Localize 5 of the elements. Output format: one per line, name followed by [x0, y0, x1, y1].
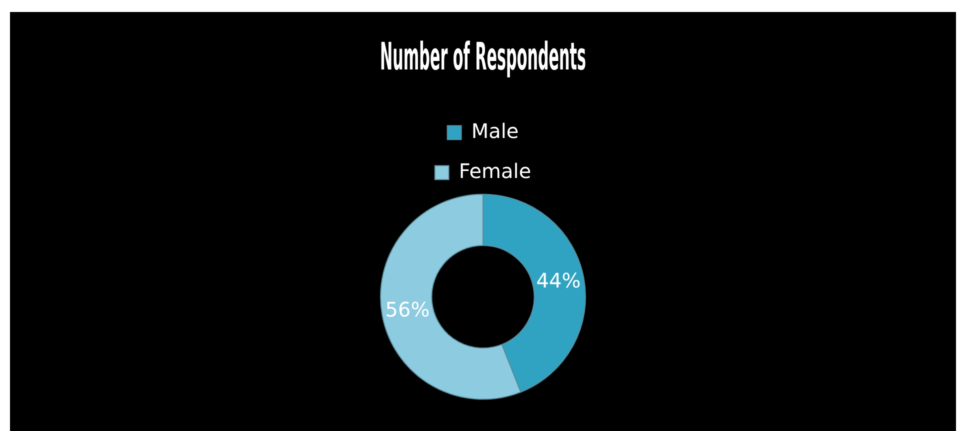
- legend-label: Male: [471, 118, 519, 143]
- data-label: 56%: [385, 297, 430, 322]
- legend-label: Female: [458, 158, 532, 183]
- data-label: 44%: [536, 268, 581, 293]
- chart-title: Number of Respondents: [380, 34, 586, 79]
